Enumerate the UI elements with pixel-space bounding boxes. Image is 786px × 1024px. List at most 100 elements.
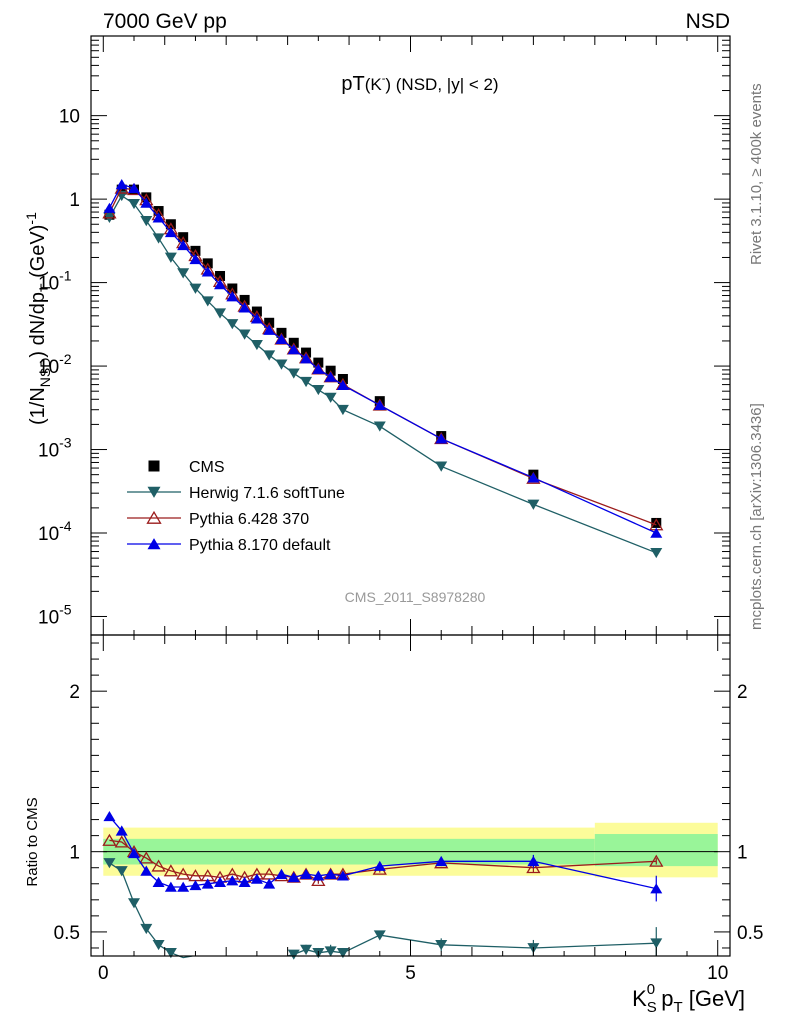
pythia8-point [275, 333, 288, 344]
pythia6-ratio-point [139, 851, 154, 864]
herwig-ratio-line [109, 862, 193, 959]
legend-marker-pythia6 [146, 510, 162, 524]
pythia8-ratio-point [287, 871, 300, 883]
herwig-point [250, 339, 263, 351]
herwig-point [287, 368, 300, 379]
pythia6-ratio-point [102, 833, 117, 846]
cms-point [153, 206, 164, 217]
pythia8-ratio-point [250, 873, 263, 884]
herwig-point [527, 499, 540, 510]
herwig-ratio-point [336, 947, 349, 959]
herwig-ratio-point [373, 930, 386, 941]
legend-marker-herwig [147, 486, 161, 498]
y-tick-label: 10 [59, 107, 80, 128]
pythia8-ratio-point [177, 881, 190, 892]
x-tick-label: 5 [405, 963, 416, 984]
legend-label-cms: CMS [189, 459, 225, 476]
pythia8-ratio-point [300, 868, 313, 879]
pythia8-ratio-point [140, 865, 153, 876]
ratio-data-layer [102, 810, 664, 960]
pythia8-point [214, 279, 227, 290]
x-axis-label: KS0 pT [GeV] [632, 981, 745, 1016]
pythia8-ratio-point [226, 875, 239, 886]
pythia8-point [201, 266, 214, 277]
x-tick-label: 0 [98, 963, 109, 984]
herwig-point [177, 268, 190, 279]
main-frame [90, 35, 731, 636]
herwig-point [312, 384, 325, 396]
pythia8-point [140, 197, 153, 208]
pythia8-point [238, 302, 251, 313]
ratio-y-tick-label: 2 [69, 682, 80, 703]
herwig-ratio-point [115, 866, 128, 877]
y-tick-label: 1 [69, 190, 80, 211]
herwig-ratio-point [650, 938, 663, 949]
plot-title: pT(K-) (NSD, |y| < 2) [341, 73, 498, 95]
herwig-ratio-point [435, 939, 448, 951]
legend-label-pythia6: Pythia 6.428 370 [189, 511, 309, 528]
header-left: 7000 GeV pp [103, 10, 227, 33]
y-tick-label: 10-2 [38, 351, 72, 378]
legend-label-herwig: Herwig 7.1.6 softTune [189, 485, 345, 502]
cms-point [141, 192, 152, 203]
pythia8-ratio-point [189, 879, 202, 891]
main-axes: 10 1 10-1 10-2 10-3 10-4 10-5 [38, 35, 730, 635]
pythia8-point [435, 433, 448, 444]
herwig-point [226, 319, 239, 330]
herwig-point [275, 359, 288, 370]
pythia8-ratio-point [373, 860, 386, 871]
pythia8-ratio-point [164, 881, 177, 892]
pythia8-point [300, 353, 313, 364]
x-tick-label: 10 [707, 963, 728, 984]
pythia8-point [650, 527, 663, 538]
herwig-ratio-point [128, 898, 141, 909]
main-ylabel: (1/NNSD) dN/dpT (GeV)-1 [23, 212, 53, 425]
pythia8-point [226, 291, 239, 302]
pythia8-point [336, 379, 349, 390]
pythia6-ratio-point [151, 859, 166, 872]
analysis-watermark: CMS_2011_S8978280 [345, 589, 486, 605]
pythia8-line [108, 183, 657, 534]
herwig-point [435, 461, 448, 472]
y-tick-label: 10-1 [38, 268, 72, 295]
herwig-point [373, 421, 386, 432]
pythia8-ratio-point [324, 868, 337, 879]
ratio-y-tick-label: 0.5 [54, 923, 80, 944]
herwig-point [336, 404, 349, 416]
pythia8-point [250, 313, 263, 324]
herwig-point [300, 376, 313, 388]
pythia8-ratio-point [263, 878, 276, 889]
ratio-axes: 2 2 1 1 0.5 0.5 0 5 10 [54, 635, 763, 984]
y-tick-label: 10-5 [38, 601, 72, 628]
pythia8-point [263, 324, 276, 335]
pythia8-ratio-point [275, 868, 288, 879]
herwig-point [152, 233, 165, 244]
pythia6-ratio-point [163, 864, 179, 877]
legend: CMS Herwig 7.1.6 softTune Pythia 6.428 370… [127, 459, 345, 554]
herwig-ratio-point [103, 858, 116, 869]
pythia8-ratio-point [527, 855, 540, 867]
pythia8-point [164, 226, 177, 238]
pythia8-point [152, 212, 165, 223]
pythia8-ratio-point [336, 870, 349, 881]
legend-label-pythia8: Pythia 8.170 default [189, 537, 331, 554]
pythia8-ratio-point [128, 847, 141, 859]
herwig-ratio-point [152, 939, 165, 951]
herwig-ratio-point [287, 949, 300, 960]
pythia8-ratio-point [238, 876, 251, 887]
pythia6-ratio-point [176, 867, 191, 880]
herwig-point [128, 198, 141, 210]
pythia8-point [177, 239, 190, 251]
pythia8-point [189, 253, 202, 265]
ratio-panel: 2 2 1 1 0.5 0.5 0 5 10 Ratio to CMS KS0 pT [GeV] [24, 634, 763, 1016]
pythia8-point [324, 371, 337, 382]
mcplots-label: mcplots.cern.ch [arXiv:1306.3436] [748, 403, 765, 630]
header-right: NSD [686, 10, 730, 33]
cms-point [651, 517, 662, 528]
herwig-ratio-line [287, 934, 657, 957]
pythia8-ratio-point [312, 870, 325, 881]
herwig-point [140, 215, 153, 227]
pythia8-point [373, 399, 386, 410]
herwig-point [238, 329, 251, 340]
